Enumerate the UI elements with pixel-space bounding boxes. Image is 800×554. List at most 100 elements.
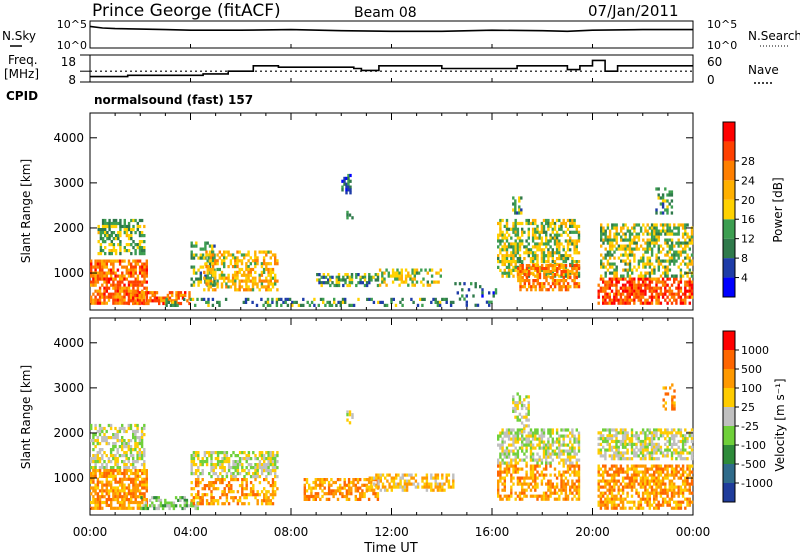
power-cell-441 <box>129 296 133 300</box>
velocity-cell-777 <box>190 481 193 485</box>
power-cell-845 <box>269 273 272 277</box>
power-ytick-2: 2000 <box>53 221 84 235</box>
power-cell-19 <box>92 301 95 305</box>
velocity-cell-1372 <box>531 443 535 447</box>
velocity-cell-1328 <box>518 428 522 432</box>
power-cell-2054 <box>666 289 669 293</box>
power-cell-1792 <box>562 285 565 289</box>
power-cell-375 <box>123 224 126 229</box>
power-cell-2519 <box>686 235 689 239</box>
power-cell-248 <box>138 265 142 269</box>
velocity-cell-1367 <box>529 455 533 459</box>
power-cell-2013 <box>650 295 654 299</box>
power-cell-1707 <box>530 285 533 289</box>
power-cell-485 <box>160 296 163 300</box>
power-cell-1013 <box>428 283 432 287</box>
velocity-cell-1028 <box>339 489 342 493</box>
velocity-cell-516 <box>168 504 171 508</box>
velocity-cell-1131 <box>381 485 385 489</box>
velocity-cell-1597 <box>518 467 522 471</box>
velocity-cell-1562 <box>505 464 509 468</box>
velocity-cell-1755 <box>571 491 574 495</box>
power-cell-1305 <box>512 265 515 269</box>
velocity-cell-277 <box>103 489 106 493</box>
power-cell-2188 <box>613 250 616 254</box>
velocity-cell-1983 <box>644 431 647 435</box>
power-cell-1281 <box>507 271 511 275</box>
freq-ytick-18: 18 <box>61 55 76 69</box>
power-cell-662 <box>216 282 219 286</box>
power-cell-413 <box>136 243 139 247</box>
velocity-cell-44 <box>101 429 104 434</box>
velocity-cell-1503 <box>571 428 574 432</box>
velocity-cell-742 <box>267 451 270 455</box>
velocity-cell-909 <box>254 496 257 500</box>
power-cell-752 <box>245 262 248 266</box>
power-cell-293 <box>97 252 100 256</box>
power-cell-2395 <box>657 265 660 269</box>
power-cell-2333 <box>646 247 649 251</box>
power-cell-786 <box>254 250 257 254</box>
velocity-cell-126 <box>123 451 126 455</box>
power-cell-1572 <box>560 257 563 261</box>
power-cell-1892 <box>613 298 616 302</box>
power-cell-2251 <box>628 229 632 233</box>
power-cell-999 <box>413 283 416 287</box>
velocity-cell-1368 <box>529 458 533 462</box>
velocity-cell-1299 <box>510 449 513 453</box>
power-cell-1009 <box>426 271 429 275</box>
power-cell-2179 <box>611 262 614 266</box>
velocity-cell-170 <box>134 442 137 446</box>
velocity-cell-1829 <box>527 412 530 416</box>
velocity-cell-822 <box>210 496 213 500</box>
noise-ytick-top: 10^5 <box>57 18 87 31</box>
velocity-cell-998 <box>323 480 326 485</box>
power-cell-1116 <box>313 297 316 301</box>
velocity-cell-2243 <box>617 497 620 501</box>
velocity-cell-1123 <box>377 482 380 486</box>
velocity-cell-931 <box>267 490 270 494</box>
power-cell-1052 <box>165 300 168 304</box>
power-cell-88 <box>105 283 108 287</box>
velocity-cell-1355 <box>527 434 530 438</box>
velocity-cell-150 <box>129 439 133 443</box>
velocity-cell-1238 <box>452 479 455 483</box>
power-cell-2262 <box>628 265 632 269</box>
velocity-cell-1110 <box>368 488 371 492</box>
velocity-cell-1595 <box>516 482 520 486</box>
velocity-cell-1913 <box>621 437 625 441</box>
power-cell-1469 <box>542 248 546 252</box>
power-cell-713 <box>234 265 237 269</box>
power-cell-837 <box>267 282 270 286</box>
power-cell-1338 <box>518 221 522 226</box>
velocity-cell-797 <box>199 481 202 485</box>
velocity-cell-1128 <box>379 488 382 492</box>
power-cell-1931 <box>626 292 629 296</box>
power-cell-659 <box>216 262 219 266</box>
power-cell-1893 <box>613 301 616 305</box>
power-cell-2254 <box>628 238 632 242</box>
velocity-cell-223 <box>92 477 95 481</box>
velocity-cell-2224 <box>613 503 616 507</box>
velocity-cell-1388 <box>536 458 539 462</box>
power-cell-723 <box>236 259 239 263</box>
power-cell-1065 <box>196 297 199 301</box>
power-cell-305 <box>101 228 105 232</box>
power-cell-2453 <box>670 244 674 248</box>
velocity-cell-1856 <box>604 457 607 461</box>
power-cell-2477 <box>677 226 680 230</box>
power-cell-725 <box>236 265 239 269</box>
power-cell-31 <box>94 298 97 302</box>
power-cell-2134 <box>602 238 605 242</box>
power-cell-429 <box>140 249 144 253</box>
power-cell-751 <box>245 253 248 257</box>
power-cell-1074 <box>216 300 219 304</box>
velocity-cell-927 <box>265 496 268 500</box>
velocity-cell-1689 <box>549 479 552 483</box>
power-cell-1180 <box>456 291 459 295</box>
power-cell-882 <box>327 278 330 282</box>
velocity-cell-208 <box>143 454 146 458</box>
velocity-cell-1395 <box>538 455 541 459</box>
power-cell-1532 <box>553 242 557 246</box>
power-cell-168 <box>121 301 124 305</box>
